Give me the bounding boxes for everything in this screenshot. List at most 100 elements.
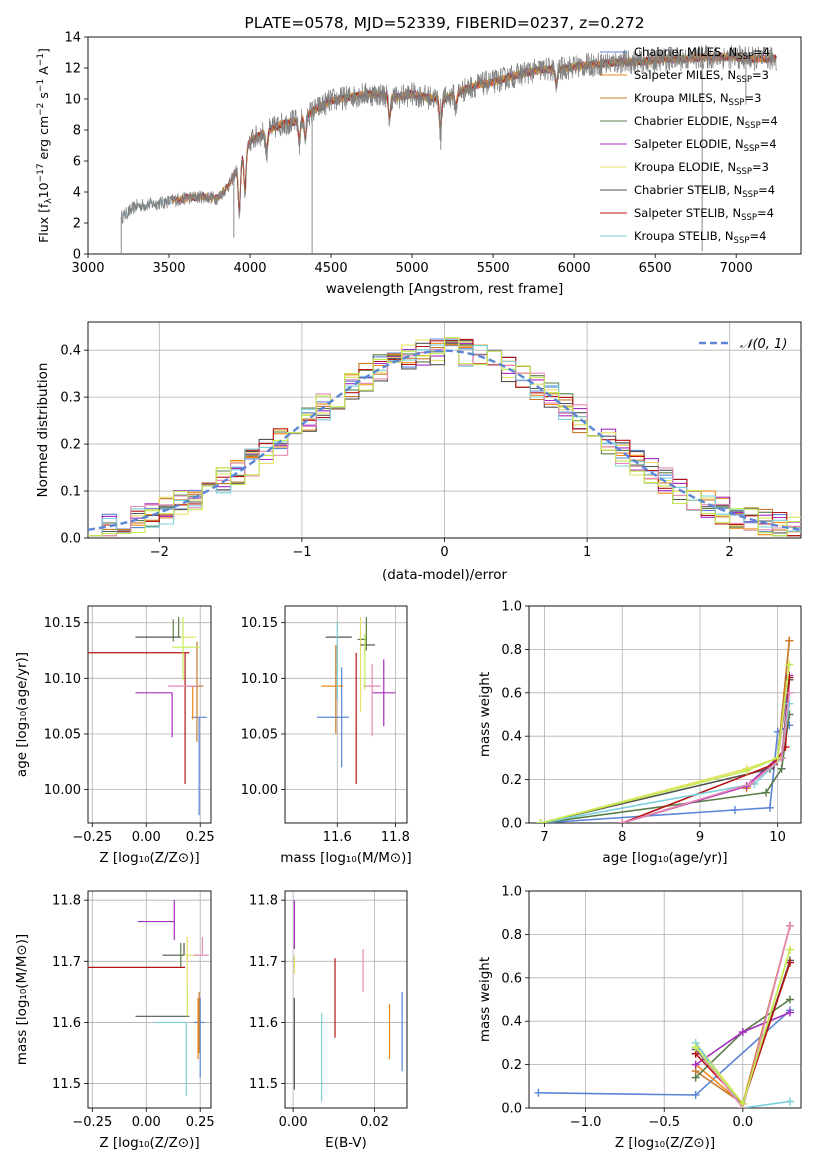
age-vs-mass-axes: 11.6 11.8 10.00 10.05 10.10 10.15 mass [log₁₀(… <box>241 605 412 866</box>
y-axis-label: mass [log₁₀(M/M⊙)] <box>14 934 30 1065</box>
weight-marker <box>785 945 794 954</box>
y-tick-label: 10.00 <box>44 783 81 798</box>
x-tick-label: 3500 <box>152 261 185 276</box>
y-tick-label: 1.0 <box>501 885 522 900</box>
legend-label: Kroupa ELODIE, NSSP=3 <box>634 160 769 177</box>
x-tick-label: 11.8 <box>381 830 410 845</box>
y-tick-label: 0.6 <box>501 971 522 986</box>
y-tick-label: 11.8 <box>249 894 278 909</box>
x-tick-label: 0.25 <box>186 1115 215 1130</box>
x-tick-label: 0.00 <box>132 830 161 845</box>
x-tick-label: −1.0 <box>570 1115 602 1130</box>
mass-vs-ebv-points <box>293 900 403 1102</box>
weight-marker <box>762 788 771 797</box>
weight-marker <box>691 1043 700 1052</box>
y-tick-label: 10.10 <box>241 672 278 687</box>
weight-marker <box>785 921 794 930</box>
weight-marker <box>785 1008 794 1017</box>
weight-marker <box>785 660 794 669</box>
y-tick-label: 0.1 <box>60 485 81 500</box>
legend-label: Kroupa STELIB, NSSP=4 <box>634 229 766 246</box>
axes-frame <box>284 890 408 1109</box>
histogram-step <box>88 337 801 537</box>
legend-label: Salpeter MILES, NSSP=3 <box>634 68 769 85</box>
axes-frame <box>87 605 212 824</box>
y-tick-label: 14 <box>64 31 81 46</box>
y-axis-label: mass weight <box>477 957 493 1042</box>
axes-frame <box>87 890 212 1109</box>
age-vs-mass-points <box>316 617 396 785</box>
x-tick-label: 4500 <box>315 261 348 276</box>
x-tick-label: 6500 <box>639 261 672 276</box>
y-tick-label: 11.6 <box>249 1016 278 1031</box>
legend-label: Chabrier STELIB, NSSP=4 <box>634 183 775 200</box>
weight-marker <box>785 1097 794 1106</box>
observed-spectrum-line <box>120 44 777 224</box>
x-tick-label: 0.0 <box>732 1115 753 1130</box>
age-vs-Z-points <box>88 617 207 816</box>
weight-series-line <box>622 692 791 823</box>
x-tick-label: 0.02 <box>360 1115 389 1130</box>
weight-marker <box>777 764 786 773</box>
y-axis-label: Normed distribution <box>35 363 51 498</box>
legend-label: Salpeter STELIB, NSSP=4 <box>634 206 774 223</box>
y-axis-label: Flux [fλ10−17 erg cm−2 s−1 A−1] <box>36 48 54 243</box>
axes-frame <box>87 321 802 539</box>
x-tick-label: −0.25 <box>72 830 112 845</box>
y-tick-label: 10.00 <box>241 783 278 798</box>
mass-weight-vs-age-axes: 7 8 9 10 0.0 0.2 0.4 0.6 0.8 1.0 age [log₁₀(age/yr… <box>477 600 802 866</box>
y-tick-label: 10 <box>64 93 81 108</box>
y-tick-label: 11.6 <box>52 1016 81 1031</box>
x-tick-label: 9 <box>696 830 704 845</box>
legend-label: Chabrier MILES, NSSP=4 <box>634 45 770 62</box>
y-axis-label: age [log₁₀(age/yr)] <box>14 652 30 777</box>
x-tick-label: 10 <box>769 830 786 845</box>
mass-weight-vs-age-series <box>536 636 794 823</box>
y-tick-label: 11.8 <box>52 894 81 909</box>
weight-marker <box>746 779 755 788</box>
y-tick-label: 0.4 <box>60 344 81 359</box>
axes-frame <box>528 605 802 824</box>
x-axis-label: mass [log₁₀(M/M⊙)] <box>280 850 411 866</box>
mass-weight-vs-Z-series <box>534 921 794 1108</box>
legend-label: Salpeter ELODIE, NSSP=4 <box>634 137 777 154</box>
x-tick-label: −2 <box>150 545 169 560</box>
spectrum-models <box>120 44 777 254</box>
y-tick-label: 10.05 <box>241 727 278 742</box>
x-axis-label: Z [log₁₀(Z/Z⊙)] <box>99 850 199 866</box>
histograms <box>88 337 801 537</box>
weight-marker <box>536 819 545 823</box>
x-tick-label: 0.00 <box>279 1115 308 1130</box>
weight-series-line <box>540 664 791 823</box>
x-tick-label: −1 <box>292 545 311 560</box>
y-tick-label: 0.0 <box>501 817 522 832</box>
weight-marker <box>765 803 774 812</box>
y-tick-label: 10.10 <box>44 672 81 687</box>
y-tick-label: 11.7 <box>52 955 81 970</box>
x-tick-label: 7 <box>540 830 548 845</box>
y-tick-label: 8 <box>73 124 81 139</box>
axes-frame <box>528 890 802 1109</box>
y-tick-label: 11.5 <box>249 1077 278 1092</box>
weight-series-line <box>540 724 790 823</box>
x-axis-label: age [log₁₀(age/yr)] <box>602 850 727 866</box>
weight-marker <box>785 673 794 682</box>
axes-frame <box>284 605 408 824</box>
x-tick-label: 11.6 <box>323 830 352 845</box>
y-axis-label: mass weight <box>477 672 493 757</box>
spectrum-axes: 3000 3500 4000 4500 5000 5500 6000 6500 7000 0 2 4 6… <box>36 31 802 297</box>
y-tick-label: 11.5 <box>52 1077 81 1092</box>
x-tick-label: −0.25 <box>72 1115 112 1130</box>
y-tick-label: 11.7 <box>249 955 278 970</box>
y-tick-label: 0.2 <box>501 1058 522 1073</box>
y-tick-label: 0.8 <box>501 643 522 658</box>
weight-series-line <box>695 925 791 1108</box>
x-axis-label: E(B-V) <box>325 1135 367 1151</box>
weight-marker <box>618 819 627 823</box>
weight-series-line <box>540 679 791 823</box>
x-tick-label: 3000 <box>71 261 104 276</box>
y-tick-label: 0.8 <box>501 928 522 943</box>
y-tick-label: 1.0 <box>501 600 522 615</box>
y-tick-label: 2 <box>73 217 81 232</box>
